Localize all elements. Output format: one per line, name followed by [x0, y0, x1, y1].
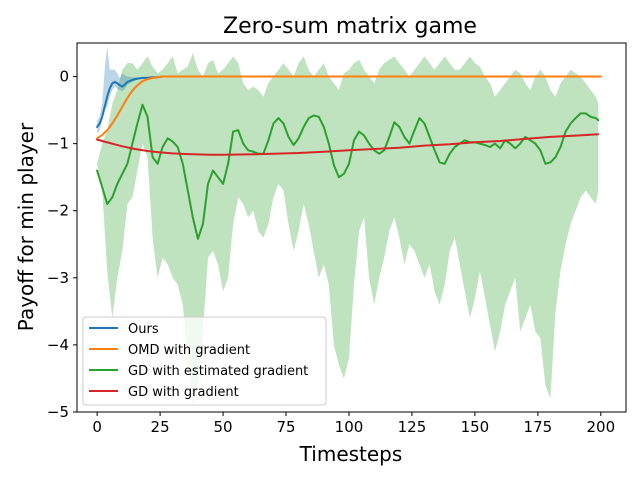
x-axis-ticks: 0 25 50 75 100 125 150 175 200	[92, 412, 615, 436]
x-tick-label: 100	[335, 418, 364, 436]
x-tick-label: 0	[92, 418, 102, 436]
x-tick-label: 25	[151, 418, 170, 436]
legend: Ours OMD with gradient GD with estimated g…	[82, 316, 327, 406]
x-tick-label: 125	[398, 418, 427, 436]
legend-label-gd-with-gradient: GD with gradient	[128, 385, 239, 400]
x-tick-label: 175	[524, 418, 553, 436]
y-tick-label: −2	[47, 202, 69, 220]
y-tick-label: −3	[47, 269, 69, 287]
y-tick-label: −4	[47, 336, 69, 354]
x-tick-label: 50	[214, 418, 233, 436]
y-tick-label: 0	[59, 68, 69, 86]
omd-with-gradient-line	[96, 75, 602, 140]
y-axis-ticks: 0 −1 −2 −3 −4 −5	[47, 68, 77, 421]
legend-label-gd-with-estimated-gradient: GD with estimated gradient	[128, 364, 308, 379]
legend-label-ours: Ours	[128, 322, 159, 337]
series-lines	[96, 75, 602, 240]
y-tick-label: −1	[47, 135, 69, 153]
x-tick-label: 200	[586, 418, 615, 436]
chart-title: Zero-sum matrix game	[223, 14, 477, 39]
x-axis-label: Timesteps	[299, 442, 403, 466]
x-tick-label: 150	[461, 418, 490, 436]
y-tick-label: −5	[47, 403, 69, 421]
plot-frame	[76, 42, 627, 413]
confidence-bands	[97, 46, 601, 406]
y-axis-label: Payoff for min player	[14, 122, 38, 331]
gd-with-gradient-line	[96, 133, 600, 156]
legend-label-omd-with-gradient: OMD with gradient	[128, 343, 250, 358]
gd-with-estimated-gradient-line	[96, 103, 600, 240]
gd-with-estimated-gradient-band	[97, 53, 599, 406]
legend-box	[82, 316, 327, 406]
x-tick-label: 75	[276, 418, 295, 436]
